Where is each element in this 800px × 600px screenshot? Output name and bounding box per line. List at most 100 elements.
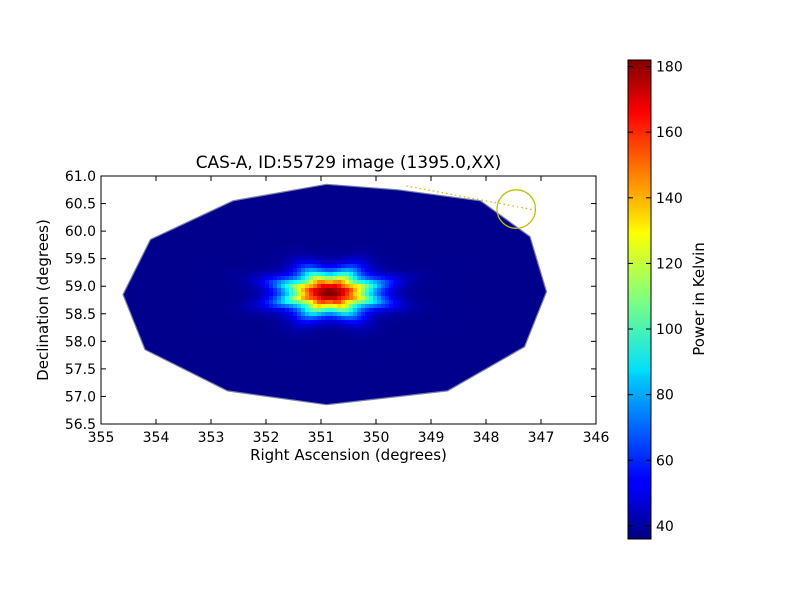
heatmap-cell bbox=[341, 188, 346, 193]
heatmap-cell bbox=[281, 360, 286, 365]
heatmap-cell bbox=[385, 344, 390, 349]
heatmap-cell bbox=[213, 296, 218, 301]
heatmap-cell bbox=[361, 212, 366, 217]
heatmap-cell bbox=[357, 280, 362, 285]
heatmap-cell bbox=[229, 220, 234, 225]
heatmap-cell bbox=[353, 264, 358, 269]
heatmap-cell bbox=[225, 384, 230, 389]
heatmap-cell bbox=[405, 336, 410, 341]
heatmap-cell bbox=[313, 348, 318, 353]
heatmap-cell bbox=[349, 244, 354, 249]
heatmap-cell bbox=[309, 352, 314, 357]
heatmap-cell bbox=[357, 284, 362, 289]
heatmap-cell bbox=[353, 224, 358, 229]
heatmap-cell bbox=[277, 268, 282, 273]
heatmap-cell bbox=[221, 360, 226, 365]
heatmap-cell bbox=[173, 340, 178, 345]
heatmap-cell bbox=[149, 324, 154, 329]
heatmap-cell bbox=[193, 256, 198, 261]
heatmap-cell bbox=[345, 360, 350, 365]
heatmap-cell bbox=[245, 252, 250, 257]
heatmap-cell bbox=[241, 360, 246, 365]
heatmap-cell bbox=[225, 280, 230, 285]
heatmap-cell bbox=[297, 356, 302, 361]
heatmap-cell bbox=[285, 332, 290, 337]
heatmap-cell bbox=[397, 392, 402, 397]
heatmap-cell bbox=[149, 300, 154, 305]
heatmap-cell bbox=[393, 260, 398, 265]
heatmap-cell bbox=[341, 388, 346, 393]
heatmap-cell bbox=[337, 256, 342, 261]
heatmap-cell bbox=[281, 388, 286, 393]
heatmap-cell bbox=[341, 264, 346, 269]
heatmap-cell bbox=[401, 364, 406, 369]
heatmap-cell bbox=[197, 252, 202, 257]
heatmap-cell bbox=[225, 236, 230, 241]
heatmap-cell bbox=[297, 320, 302, 325]
heatmap-cell bbox=[409, 288, 414, 293]
heatmap-cell bbox=[133, 292, 138, 297]
heatmap-cell bbox=[361, 276, 366, 281]
heatmap-cell bbox=[345, 232, 350, 237]
heatmap-cell bbox=[361, 216, 366, 221]
heatmap-cell bbox=[397, 240, 402, 245]
heatmap-cell bbox=[261, 356, 266, 361]
heatmap-cell bbox=[281, 304, 286, 309]
heatmap-cell bbox=[297, 212, 302, 217]
heatmap-cell bbox=[389, 312, 394, 317]
heatmap-cell bbox=[401, 212, 406, 217]
heatmap-cell bbox=[321, 308, 326, 313]
heatmap-cell bbox=[213, 356, 218, 361]
heatmap-cell bbox=[377, 232, 382, 237]
heatmap-cell bbox=[137, 284, 142, 289]
heatmap-cell bbox=[369, 280, 374, 285]
heatmap-cell bbox=[325, 312, 330, 317]
heatmap-cell bbox=[173, 352, 178, 357]
heatmap-cell bbox=[301, 200, 306, 205]
heatmap-cell bbox=[221, 256, 226, 261]
heatmap-cell bbox=[217, 340, 222, 345]
heatmap-cell bbox=[341, 360, 346, 365]
heatmap-cell bbox=[373, 260, 378, 265]
heatmap-cell bbox=[317, 356, 322, 361]
heatmap-cell bbox=[333, 256, 338, 261]
heatmap-cell bbox=[285, 328, 290, 333]
heatmap-cell bbox=[181, 360, 186, 365]
heatmap-cell bbox=[165, 252, 170, 257]
heatmap-cell bbox=[241, 344, 246, 349]
heatmap-cell bbox=[245, 320, 250, 325]
heatmap-cell bbox=[333, 192, 338, 197]
heatmap-cell bbox=[177, 340, 182, 345]
heatmap-cell bbox=[377, 340, 382, 345]
heatmap-cell bbox=[309, 364, 314, 369]
heatmap-cell bbox=[397, 360, 402, 365]
heatmap-cell bbox=[249, 244, 254, 249]
heatmap-cell bbox=[141, 268, 146, 273]
heatmap-cell bbox=[265, 276, 270, 281]
heatmap-cell bbox=[421, 260, 426, 265]
heatmap-cell bbox=[401, 320, 406, 325]
heatmap-cell bbox=[273, 380, 278, 385]
heatmap-cell bbox=[297, 192, 302, 197]
heatmap-cell bbox=[249, 196, 254, 201]
heatmap-cell bbox=[417, 336, 422, 341]
heatmap-cell bbox=[241, 372, 246, 377]
heatmap-cell bbox=[261, 388, 266, 393]
heatmap-cell bbox=[217, 364, 222, 369]
heatmap-cell bbox=[365, 356, 370, 361]
heatmap-cell bbox=[213, 208, 218, 213]
heatmap-cell bbox=[401, 388, 406, 393]
heatmap-cell bbox=[353, 228, 358, 233]
heatmap-cell bbox=[233, 300, 238, 305]
heatmap-cell bbox=[225, 216, 230, 221]
heatmap-cell bbox=[133, 276, 138, 281]
heatmap-cell bbox=[317, 392, 322, 397]
heatmap-cell bbox=[325, 196, 330, 201]
heatmap-cell bbox=[233, 360, 238, 365]
heatmap-cell bbox=[141, 256, 146, 261]
heatmap-cell bbox=[261, 220, 266, 225]
heatmap-cell bbox=[173, 284, 178, 289]
heatmap-cell bbox=[217, 300, 222, 305]
heatmap-cell bbox=[293, 320, 298, 325]
heatmap-cell bbox=[301, 268, 306, 273]
